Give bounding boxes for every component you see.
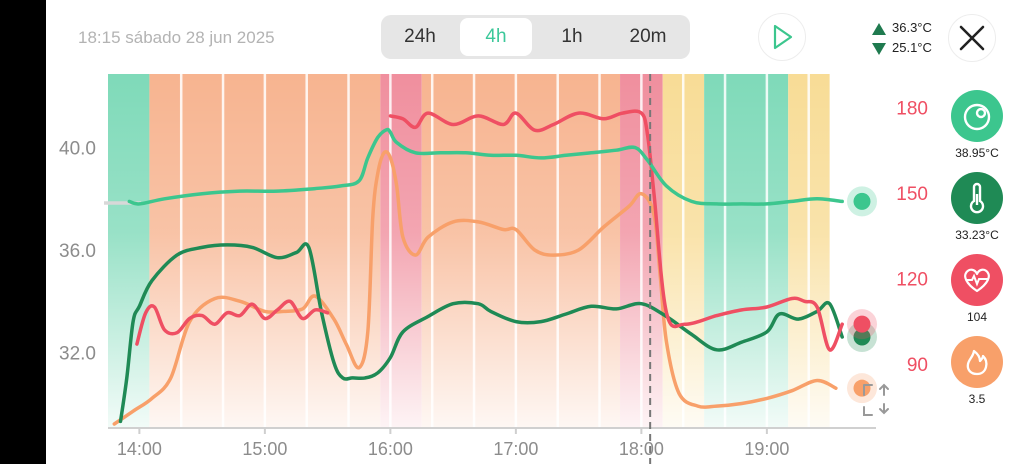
heart-rate-badge <box>951 254 1003 306</box>
series-lines <box>112 109 844 426</box>
skin-temp-value: 33.23°C <box>955 228 999 242</box>
y-axis-right: 90 120 150 180 <box>896 98 928 376</box>
endpoint-dot-heat-strain <box>853 379 871 397</box>
y-right-tick-label: 180 <box>896 98 928 119</box>
core-temp-value: 38.95°C <box>955 146 999 160</box>
y-right-tick-label: 120 <box>896 270 928 291</box>
endpoint-dot-heart-rate <box>853 315 871 333</box>
range-20m[interactable]: 20m <box>629 26 667 47</box>
close-icon <box>959 25 985 51</box>
x-tick-label: 17:00 <box>493 439 538 459</box>
x-tick-label: 14:00 <box>117 439 162 459</box>
endpoint-dot-skin-temp <box>853 328 871 346</box>
range-1h[interactable]: 1h <box>561 26 583 47</box>
close-button[interactable] <box>948 14 996 62</box>
expand-icon[interactable] <box>863 383 889 416</box>
skin-temp-badge <box>951 172 1003 224</box>
y-right-tick-label: 150 <box>896 184 928 205</box>
range-24h[interactable]: 24h <box>404 26 436 47</box>
header-bar: 18:15 sábado 28 jun 2025 24h 4h 1h 20m 3… <box>46 0 1024 74</box>
metric-core-temp[interactable]: 38.95°C <box>944 90 1010 160</box>
heat-strain-value: 3.5 <box>968 392 986 406</box>
series-end-points <box>847 186 877 404</box>
y-left-tick-label: 40.0 <box>59 139 96 160</box>
thermometer-icon <box>969 182 985 214</box>
play-button[interactable] <box>758 13 806 61</box>
series-line-heat-strain <box>112 149 838 426</box>
y-left-tick-label: 36.0 <box>59 241 96 262</box>
series-line-skin-temp <box>118 242 844 424</box>
y-right-tick-label: 90 <box>907 355 928 376</box>
series-line-heart-rate <box>135 299 330 346</box>
x-axis-ticks: 14:00 15:00 16:00 17:00 18:00 19:00 <box>117 428 789 459</box>
chart: 14:00 15:00 16:00 17:00 18:00 19:00 32.0 36.0 4… <box>59 74 928 464</box>
flame-icon <box>966 349 988 376</box>
datetime-label: 18:15 sábado 28 jun 2025 <box>78 28 275 47</box>
metric-heat-strain[interactable]: 3.5 <box>944 336 1010 406</box>
x-tick-label: 15:00 <box>242 439 287 459</box>
range-4h[interactable]: 4h <box>460 18 532 56</box>
metric-skin-temp[interactable]: 33.23°C <box>944 172 1010 242</box>
temp-min: 25.1°C <box>872 38 932 58</box>
time-range-selector: 24h 4h 1h 20m <box>381 15 690 59</box>
arrow-up-icon <box>872 22 886 35</box>
x-tick-label: 18:00 <box>619 439 664 459</box>
series-line-heart-rate <box>388 109 844 352</box>
x-tick-label: 19:00 <box>744 439 789 459</box>
y-left-tick-label: 32.0 <box>59 343 96 364</box>
core-temp-badge <box>951 90 1003 142</box>
x-tick-label: 16:00 <box>368 439 413 459</box>
play-icon <box>773 24 793 50</box>
temp-max: 36.3°C <box>872 18 932 38</box>
heart-rate-value: 104 <box>966 310 988 324</box>
endpoint-dot-core-temp <box>853 192 871 210</box>
metric-heart-rate[interactable]: 104 <box>944 254 1010 324</box>
heart-rate-icon <box>964 268 990 293</box>
y-axis-left: 32.0 36.0 40.0 <box>59 139 96 365</box>
arrow-down-icon <box>872 42 886 55</box>
heat-strain-badge <box>951 336 1003 388</box>
temperature-range: 36.3°C 25.1°C <box>872 18 932 58</box>
series-line-core-temp <box>127 127 844 206</box>
app-window: 18:15 sábado 28 jun 2025 24h 4h 1h 20m 3… <box>46 0 1024 464</box>
core-temp-icon <box>963 103 991 131</box>
